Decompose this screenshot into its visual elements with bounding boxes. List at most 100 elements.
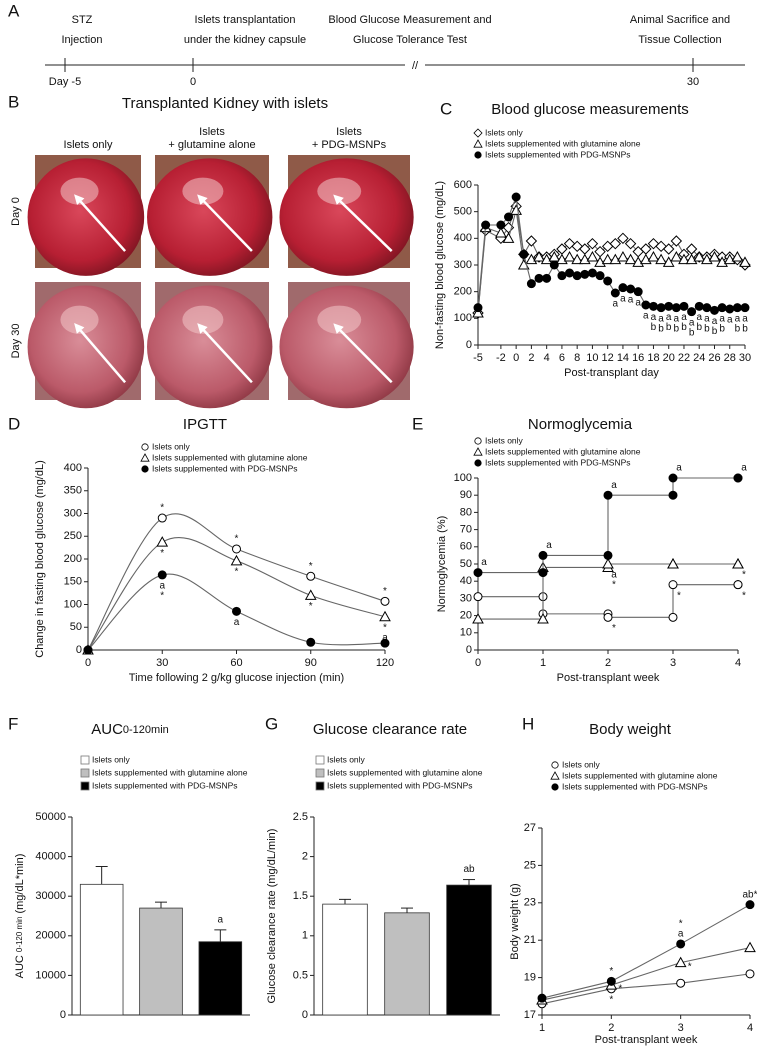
marker (668, 490, 678, 500)
y-label-text: Body weight (g) (509, 883, 521, 959)
y-tick-label: 17 (524, 1009, 536, 1021)
column-label: Islets (199, 126, 225, 138)
marker (473, 568, 483, 578)
x-tick-label: 90 (305, 657, 317, 669)
legend-marker (551, 761, 559, 769)
y-tick-label: 40000 (35, 851, 66, 863)
marker (733, 473, 743, 483)
marker (744, 941, 756, 953)
x-tick-label: 1 (539, 1022, 545, 1034)
marker (709, 305, 719, 315)
x-tick-label: 18 (647, 352, 659, 364)
point-label: a (159, 581, 165, 592)
point-label: * (309, 561, 313, 572)
marker (648, 301, 658, 311)
timeline-label: Islets transplantation (195, 14, 296, 26)
point-label: a (218, 915, 224, 926)
legend-swatch (80, 781, 90, 791)
series-line (541, 973, 751, 1005)
y-tick-label: 40 (460, 575, 472, 587)
legend-label: Islets supplemented with PDG-MSNPs (485, 149, 631, 159)
y-tick-label: 400 (454, 232, 472, 244)
chart-title: IPGTT (183, 416, 227, 433)
legend-marker (141, 465, 149, 473)
point-label: * (677, 590, 681, 601)
y-tick-label: 0 (76, 644, 82, 656)
marker (668, 580, 678, 590)
marker (655, 253, 667, 265)
marker (496, 220, 506, 230)
point-label: b (704, 323, 710, 334)
marker (641, 300, 651, 310)
marker (563, 250, 576, 262)
panel-letter: D (8, 414, 20, 433)
point-label: ab* (742, 889, 757, 900)
x-tick-label: -5 (473, 352, 483, 364)
timeline-tick-label: Day -5 (49, 76, 81, 88)
marker (624, 253, 637, 265)
point-label: a (666, 312, 672, 323)
point-label: a (643, 311, 649, 322)
marker (306, 637, 316, 647)
marker (473, 303, 483, 313)
point-label: a (689, 317, 695, 328)
marker (676, 939, 686, 949)
marker (732, 557, 744, 569)
y-tick-label: 70 (460, 524, 472, 536)
point-label: b (689, 327, 695, 338)
legend-label: Islets supplemented with glutamine alone (485, 446, 641, 456)
y-axis-label: Glucose clearance rate (mg/dL/min) (266, 829, 278, 1004)
title-text: Body weight (589, 721, 672, 738)
legend-swatch (315, 755, 325, 765)
y-tick-label: 10 (460, 627, 472, 639)
marker (745, 900, 755, 910)
marker (617, 250, 629, 262)
marker (671, 303, 681, 313)
marker (157, 513, 167, 523)
timeline-label: STZ (72, 14, 93, 26)
y-tick-label: 0 (302, 1009, 308, 1021)
marker (618, 283, 628, 293)
x-tick-label: 120 (376, 657, 394, 669)
marker (306, 571, 316, 581)
point-label: * (235, 566, 239, 577)
point-label: a (681, 312, 687, 323)
point-label: * (742, 590, 746, 601)
x-tick-label: 1 (540, 657, 546, 669)
marker (473, 592, 483, 602)
marker (603, 550, 613, 560)
chart-title: Body weight (589, 721, 672, 738)
x-axis-label: Post-transplant week (557, 672, 660, 684)
marker (609, 237, 622, 250)
y-tick-label: 500 (454, 206, 472, 218)
legend-swatch (80, 768, 90, 778)
marker (586, 237, 599, 250)
legend-swatch (315, 768, 325, 778)
point-label: a (741, 463, 747, 474)
y-label-subscript: 0-120 min (15, 917, 24, 953)
y-tick-label: 100 (454, 472, 472, 484)
y-tick-label: 350 (64, 485, 82, 497)
y-tick-label: 600 (454, 179, 472, 191)
marker (587, 268, 597, 278)
timeline-label: Animal Sacrifice and (630, 14, 730, 26)
marker (656, 303, 666, 313)
x-tick-label: 16 (632, 352, 644, 364)
y-tick-label: 300 (454, 259, 472, 271)
y-axis-label: Normoglycemia (%) (436, 516, 448, 613)
y-tick-label: 20000 (35, 930, 66, 942)
marker (538, 568, 548, 578)
marker (733, 580, 743, 590)
x-tick-label: 0 (85, 657, 91, 669)
point-label: * (160, 548, 164, 559)
islet-patch (182, 305, 224, 334)
marker (670, 250, 683, 262)
legend-swatch (80, 755, 90, 765)
marker (739, 256, 751, 267)
x-axis-label: Time following 2 g/kg glucose injection … (129, 672, 344, 684)
marker (687, 307, 697, 317)
y-tick-label: 100 (454, 312, 472, 324)
bar (198, 941, 243, 1016)
marker (732, 303, 742, 313)
